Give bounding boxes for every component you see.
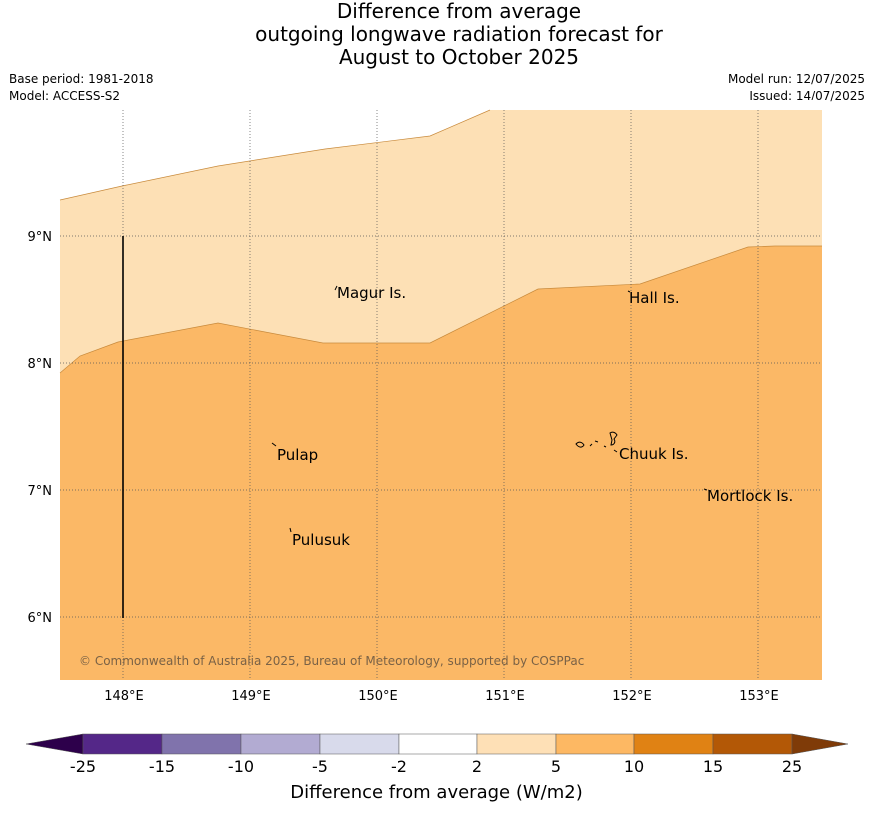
chuuk-island-shape	[575, 431, 618, 453]
x-tick-151e: 151°E	[485, 689, 525, 704]
colorbar-segments	[25, 733, 849, 755]
title-line-2: outgoing longwave radiation forecast for	[255, 22, 663, 46]
mortlock-island-shape	[703, 488, 708, 491]
title-line-3: August to October 2025	[338, 45, 580, 69]
base-period-text: Base period: 1981-2018	[9, 72, 154, 86]
x-tick-labels: 148°E 149°E 150°E 151°E 152°E 153°E	[104, 689, 779, 704]
colorbar-segment-3	[240, 733, 321, 755]
colorbar-tick-6: 5	[551, 757, 561, 776]
field-light	[60, 110, 822, 373]
field-contour	[59, 245, 822, 374]
y-tick-7n: 7°N	[28, 484, 53, 499]
meta-right: Model run: 12/07/2025 Issued: 14/07/2025	[728, 71, 865, 105]
grid-lines	[60, 110, 822, 680]
place-label-pulap: Pulap	[277, 446, 318, 464]
y-tick-9n: 9°N	[28, 230, 53, 245]
colorbar-segment-2	[161, 733, 242, 755]
place-label-magur: Magur Is.	[337, 284, 406, 302]
forecast-map: Magur Is. Hall Is. Pulap Chuuk Is. Mortl…	[27, 100, 822, 704]
colorbar-tick-2: -10	[228, 757, 254, 776]
colorbar-segment-5	[398, 733, 478, 755]
colorbar-extend-high	[791, 733, 849, 755]
colorbar-label: Difference from average (W/m2)	[290, 782, 583, 803]
colorbar-tick-7: 10	[624, 757, 644, 776]
x-tick-152e: 152°E	[612, 689, 652, 704]
colorbar-segment-6	[476, 733, 557, 755]
colorbar-tick-labels: -25 -15 -10 -5 -2 2 5 10 15 25	[70, 757, 802, 776]
colorbar-tick-0: -25	[70, 757, 96, 776]
colorbar-segment-4	[319, 733, 400, 755]
colorbar-extend-low	[25, 733, 84, 755]
x-tick-153e: 153°E	[739, 689, 779, 704]
pulap-island-shape	[271, 442, 277, 447]
colorbar-tick-5: 2	[472, 757, 482, 776]
colorbar-tick-8: 15	[703, 757, 723, 776]
model-run-text: Model run: 12/07/2025	[727, 72, 865, 86]
place-label-pulusuk: Pulusuk	[292, 531, 350, 549]
model-text: Model: ACCESS-S2	[9, 89, 121, 103]
y-tick-8n: 8°N	[28, 357, 53, 372]
place-label-mortlock: Mortlock Is.	[707, 487, 793, 505]
island-shapes	[271, 285, 708, 533]
copyright-text: © Commonwealth of Australia 2025, Bureau…	[79, 654, 584, 668]
place-labels: Magur Is. Hall Is. Pulap Chuuk Is. Mortl…	[277, 284, 793, 549]
x-tick-149e: 149°E	[231, 689, 271, 704]
title-line-1: Difference from average	[336, 0, 582, 23]
colorbar-segment-8	[633, 733, 714, 755]
place-label-chuuk: Chuuk Is.	[619, 445, 688, 463]
colorbar-segment-7	[555, 733, 635, 755]
colorbar-tick-3: -5	[312, 757, 328, 776]
pulusuk-island-shape	[289, 527, 292, 533]
colorbar-tick-4: -2	[391, 757, 407, 776]
map-title: Difference from average outgoing longwav…	[0, 0, 873, 69]
x-tick-148e: 148°E	[104, 689, 144, 704]
no-data-corner	[60, 110, 490, 200]
colorbar-segment-1	[82, 733, 163, 755]
colorbar-tick-1: -15	[149, 757, 175, 776]
colorbar-tick-9: 25	[782, 757, 802, 776]
issued-text: Issued: 14/07/2025	[749, 89, 865, 103]
meta-left: Base period: 1981-2018 Model: ACCESS-S2	[9, 71, 154, 105]
y-tick-labels: 9°N 8°N 7°N 6°N	[28, 230, 53, 626]
no-data-edge	[59, 109, 491, 201]
hall-island-shape	[627, 290, 631, 293]
place-label-hall: Hall Is.	[629, 289, 680, 307]
magur-island-shape	[334, 285, 338, 291]
colorbar-segment-9	[712, 733, 793, 755]
x-tick-150e: 150°E	[358, 689, 398, 704]
y-tick-6n: 6°N	[28, 611, 53, 626]
map-field	[59, 100, 822, 680]
no-data-top	[60, 100, 822, 110]
